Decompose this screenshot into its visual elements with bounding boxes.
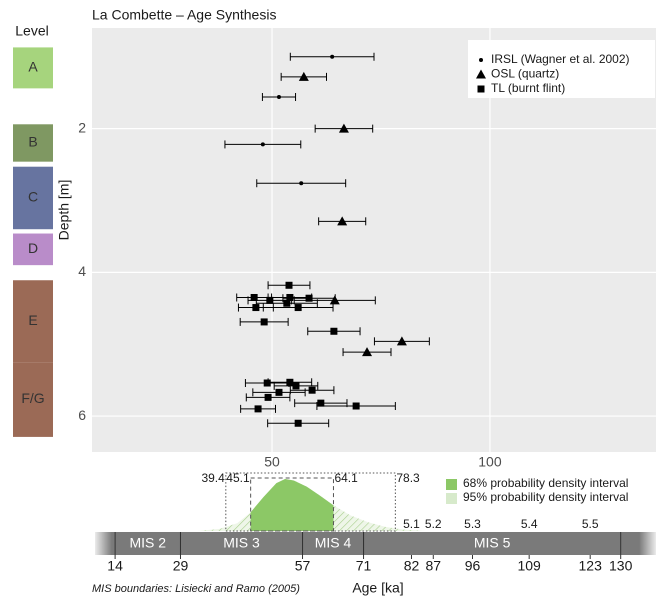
x-tick-label: 100	[478, 454, 502, 470]
interval-box	[250, 477, 334, 532]
legend-label: IRSL (Wagner et al. 2002)	[491, 52, 630, 66]
point	[317, 399, 325, 407]
mis-stage-label: MIS 4	[315, 535, 352, 551]
point	[266, 296, 274, 304]
legend-swatch	[446, 479, 457, 490]
mis-substage-label: 5.3	[464, 517, 481, 531]
point	[298, 71, 309, 81]
point	[330, 54, 335, 59]
mis-tick-label: 96	[465, 558, 481, 574]
legend-symbol	[477, 85, 485, 93]
point	[286, 293, 294, 301]
level-box	[13, 233, 53, 266]
mis-substage-label: 5.4	[521, 517, 538, 531]
point	[250, 293, 258, 301]
interval-label: 78.3	[396, 471, 420, 485]
mis-substage-label: 5.5	[582, 517, 599, 531]
y-tick-label: 6	[78, 407, 86, 423]
legend-symbol	[479, 58, 483, 62]
mis-stage-label: MIS 2	[130, 535, 167, 551]
level-label: E	[28, 312, 37, 328]
point	[396, 336, 407, 346]
mis-tick-label: 109	[517, 558, 541, 574]
legend-symbol	[476, 69, 486, 79]
mis-tick-label: 87	[425, 558, 441, 574]
interval-label: 45.1	[226, 471, 250, 485]
point	[260, 318, 268, 326]
level-label: C	[28, 189, 38, 205]
density-68	[250, 479, 334, 531]
mis-tick-label: 14	[107, 558, 123, 574]
point	[362, 347, 373, 357]
mis-tick-label: 130	[609, 558, 633, 574]
level-box	[13, 280, 53, 363]
mis-tick-label: 71	[356, 558, 372, 574]
x-tick-label: 50	[264, 454, 280, 470]
point	[276, 94, 281, 99]
legend-label: OSL (quartz)	[491, 67, 559, 81]
level-box	[13, 47, 53, 89]
point	[260, 142, 265, 147]
legend-swatch	[446, 493, 457, 504]
point	[299, 181, 304, 186]
point	[292, 382, 300, 390]
chart-title: La Combette – Age Synthesis	[92, 7, 276, 23]
legend-label: TL (burnt flint)	[491, 81, 565, 95]
y-tick-label: 4	[78, 263, 86, 279]
point	[308, 386, 316, 394]
level-label: D	[28, 240, 38, 256]
point	[263, 379, 271, 387]
point	[264, 393, 272, 401]
mis-tick-label: 123	[579, 558, 603, 574]
mis-substage-label: 5.1	[403, 517, 420, 531]
level-box	[13, 166, 53, 230]
legend-label: 68% probability density interval	[463, 476, 628, 490]
point	[294, 419, 302, 427]
point	[286, 378, 294, 386]
mis-note: MIS boundaries: Lisiecki and Ramo (2005)	[92, 583, 300, 595]
point	[352, 402, 360, 410]
point	[330, 327, 338, 335]
mis-stage-label: MIS 3	[223, 535, 260, 551]
interval-label: 39.4	[201, 471, 225, 485]
y-tick-label: 2	[78, 119, 86, 135]
level-box	[13, 124, 53, 162]
x-axis-label: Age [ka]	[352, 580, 403, 596]
level-label: A	[28, 59, 38, 75]
point	[283, 299, 291, 307]
mis-stage-label: MIS 5	[474, 535, 511, 551]
mis-tick-label: 29	[173, 558, 189, 574]
level-label: F/G	[21, 390, 44, 406]
level-title: Level	[15, 23, 48, 39]
level-label: B	[28, 134, 37, 150]
mis-tick-label: 57	[295, 558, 311, 574]
point	[338, 123, 349, 133]
mis-substage-label: 5.2	[425, 517, 442, 531]
point	[254, 405, 262, 413]
point	[285, 281, 293, 289]
point	[275, 388, 283, 396]
mis-bar	[95, 532, 656, 555]
y-axis-label: Depth [m]	[56, 180, 72, 241]
legend-label: 95% probability density interval	[463, 490, 628, 504]
plot-panel	[92, 28, 656, 452]
point	[252, 304, 260, 312]
interval-label: 64.1	[334, 471, 358, 485]
mis-tick-label: 82	[404, 558, 420, 574]
point	[337, 216, 348, 226]
point	[294, 304, 302, 312]
point	[305, 294, 313, 302]
level-box	[13, 362, 53, 437]
interval-box	[225, 472, 396, 532]
legend-box	[468, 40, 655, 98]
